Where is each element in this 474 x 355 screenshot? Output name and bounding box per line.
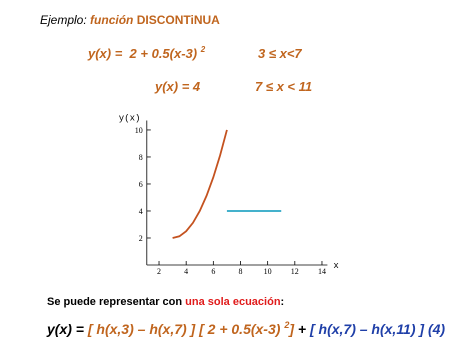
x-tick-label: 10 xyxy=(264,267,272,276)
note-end: : xyxy=(281,296,285,308)
y-tick-label: 8 xyxy=(139,153,143,162)
y-axis-label: y(x) xyxy=(119,114,141,124)
header-bold: DISCONTiNUA xyxy=(137,13,220,27)
note: Se puede representar con una sola ecuaci… xyxy=(47,296,284,308)
note-highlight: una sola ecuación xyxy=(185,296,281,308)
x-tick-label: 8 xyxy=(238,267,242,276)
y-tick-label: 4 xyxy=(139,207,143,216)
formula-part1-end: ] xyxy=(287,321,295,337)
note-text: Se puede representar con xyxy=(47,296,182,308)
x-tick-label: 2 xyxy=(157,267,161,276)
header-prefix: Ejemplo: xyxy=(40,13,87,27)
formula-part2: [ h(x,7) – h(x,11) ] (4) xyxy=(309,321,445,337)
x-axis-label: x xyxy=(333,261,338,271)
x-tick-label: 14 xyxy=(318,267,326,276)
x-tick-label: 12 xyxy=(291,267,299,276)
y-tick-label: 10 xyxy=(135,126,143,135)
x-tick-label: 6 xyxy=(211,267,215,276)
equation-domain: 7 ≤ x < 11 xyxy=(255,79,312,94)
series-line xyxy=(172,129,228,239)
y-tick-label: 2 xyxy=(139,234,143,243)
formula-plus: + xyxy=(298,321,306,337)
equation-lhs: y(x) = 2 + 0.5(x-3) xyxy=(87,46,197,61)
formula-part1: [ h(x,3) – h(x,7) ] [ 2 + 0.5(x-3) xyxy=(87,321,281,337)
header-italic: función xyxy=(90,13,133,27)
formula: y(x) = [ h(x,3) – h(x,7) ] [ 2 + 0.5(x-3… xyxy=(46,320,445,337)
equation-2: y(x) = 4 xyxy=(154,79,201,94)
y-tick-label: 6 xyxy=(139,180,143,189)
equation-exponent: 2 xyxy=(200,45,206,54)
equation-1: y(x) = 2 + 0.5(x-3) 2 xyxy=(87,45,206,61)
header: Ejemplo: función DISCONTiNUA xyxy=(40,13,220,27)
x-tick-label: 4 xyxy=(184,267,188,276)
equation-domain: 3 ≤ x<7 xyxy=(258,46,302,61)
formula-lhs: y(x) = xyxy=(46,321,84,337)
formula-exponent: 2 xyxy=(283,320,289,330)
